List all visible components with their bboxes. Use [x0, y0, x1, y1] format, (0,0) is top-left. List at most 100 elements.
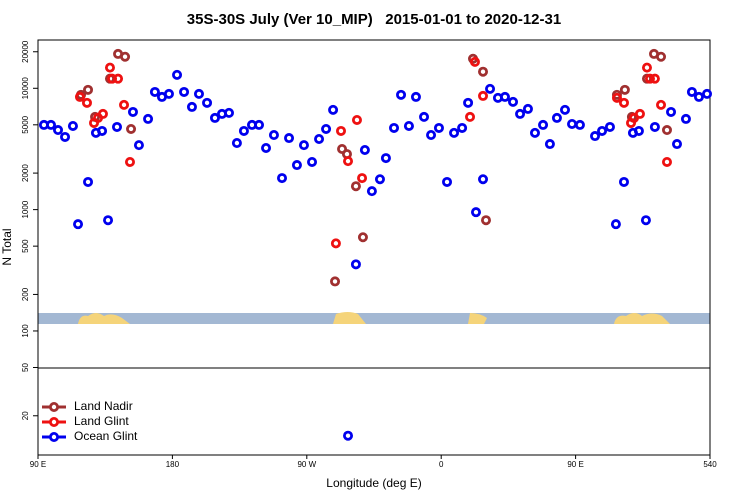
point	[649, 73, 660, 84]
legend-label: Land Nadir	[74, 399, 133, 413]
point	[640, 215, 651, 226]
point	[261, 143, 272, 154]
point	[702, 88, 713, 99]
point	[83, 176, 94, 187]
y-tick-label: 10000	[21, 77, 30, 100]
point	[119, 99, 130, 110]
point	[335, 125, 346, 136]
y-tick-label: 50	[21, 362, 30, 371]
point	[268, 130, 279, 141]
point	[111, 121, 122, 132]
point	[357, 173, 368, 184]
y-tick-label: 100	[21, 324, 30, 338]
point	[143, 113, 154, 124]
legend-marker	[49, 431, 60, 442]
point	[656, 51, 667, 62]
point	[644, 73, 655, 84]
point	[485, 83, 496, 94]
point	[463, 97, 474, 108]
point	[529, 127, 540, 138]
y-tick-label: 5000	[21, 115, 30, 133]
point	[433, 122, 444, 133]
point	[457, 122, 468, 133]
point	[419, 111, 430, 122]
point	[291, 160, 302, 171]
point	[499, 91, 510, 102]
x-tick-label: 90 E	[30, 460, 46, 469]
point	[426, 130, 437, 141]
point	[113, 73, 124, 84]
point	[126, 123, 137, 134]
point	[53, 125, 64, 136]
point	[574, 119, 585, 130]
y-tick-label: 500	[21, 239, 30, 253]
point	[343, 430, 354, 441]
point	[478, 66, 489, 77]
point	[649, 121, 660, 132]
chart-title: 35S-30S July (Ver 10_MIP) 2015-01-01 to …	[187, 11, 561, 28]
point	[469, 56, 480, 67]
point	[231, 138, 242, 149]
point	[103, 215, 114, 226]
x-tick-label: 90 W	[297, 460, 316, 469]
map-strip	[38, 312, 710, 324]
point	[97, 108, 108, 119]
point	[351, 114, 362, 125]
point	[470, 207, 481, 218]
point	[223, 107, 234, 118]
point	[366, 186, 377, 197]
point	[172, 69, 183, 80]
point	[508, 96, 519, 107]
y-tick-label: 200	[21, 287, 30, 301]
y-tick-label: 20000	[21, 40, 30, 63]
point	[442, 176, 453, 187]
x-axis-label: Longitude (deg E)	[326, 476, 421, 490]
point	[590, 131, 601, 142]
point	[544, 139, 555, 150]
legend-marker	[49, 401, 60, 412]
point	[551, 112, 562, 123]
point	[618, 176, 629, 187]
point	[522, 103, 533, 114]
point	[127, 106, 138, 117]
legend-label: Land Glint	[74, 414, 129, 428]
point	[559, 104, 570, 115]
point	[357, 232, 368, 243]
point	[661, 156, 672, 167]
point	[656, 99, 667, 110]
point	[83, 84, 94, 95]
point	[284, 133, 295, 144]
legend-marker	[49, 416, 60, 427]
point	[610, 219, 621, 230]
point	[480, 215, 491, 226]
point	[343, 156, 354, 167]
point	[314, 133, 325, 144]
point	[321, 123, 332, 134]
point	[73, 219, 84, 230]
y-tick-label: 20	[21, 411, 30, 420]
point	[350, 259, 361, 270]
point	[567, 118, 578, 129]
plot-frame	[37, 39, 711, 456]
y-axis-label: N Total	[0, 228, 14, 265]
point	[81, 97, 92, 108]
point	[619, 84, 630, 95]
point	[186, 101, 197, 112]
point	[149, 86, 160, 97]
point	[671, 139, 682, 150]
point	[45, 119, 56, 130]
point	[597, 125, 608, 136]
point	[611, 92, 622, 103]
point	[449, 127, 460, 138]
point	[410, 91, 421, 102]
point	[634, 108, 645, 119]
x-tick-label: 90 E	[567, 460, 583, 469]
point	[337, 143, 348, 154]
point	[396, 89, 407, 100]
point	[633, 125, 644, 136]
point	[193, 88, 204, 99]
point	[380, 153, 391, 164]
point	[693, 91, 704, 102]
point	[124, 156, 135, 167]
